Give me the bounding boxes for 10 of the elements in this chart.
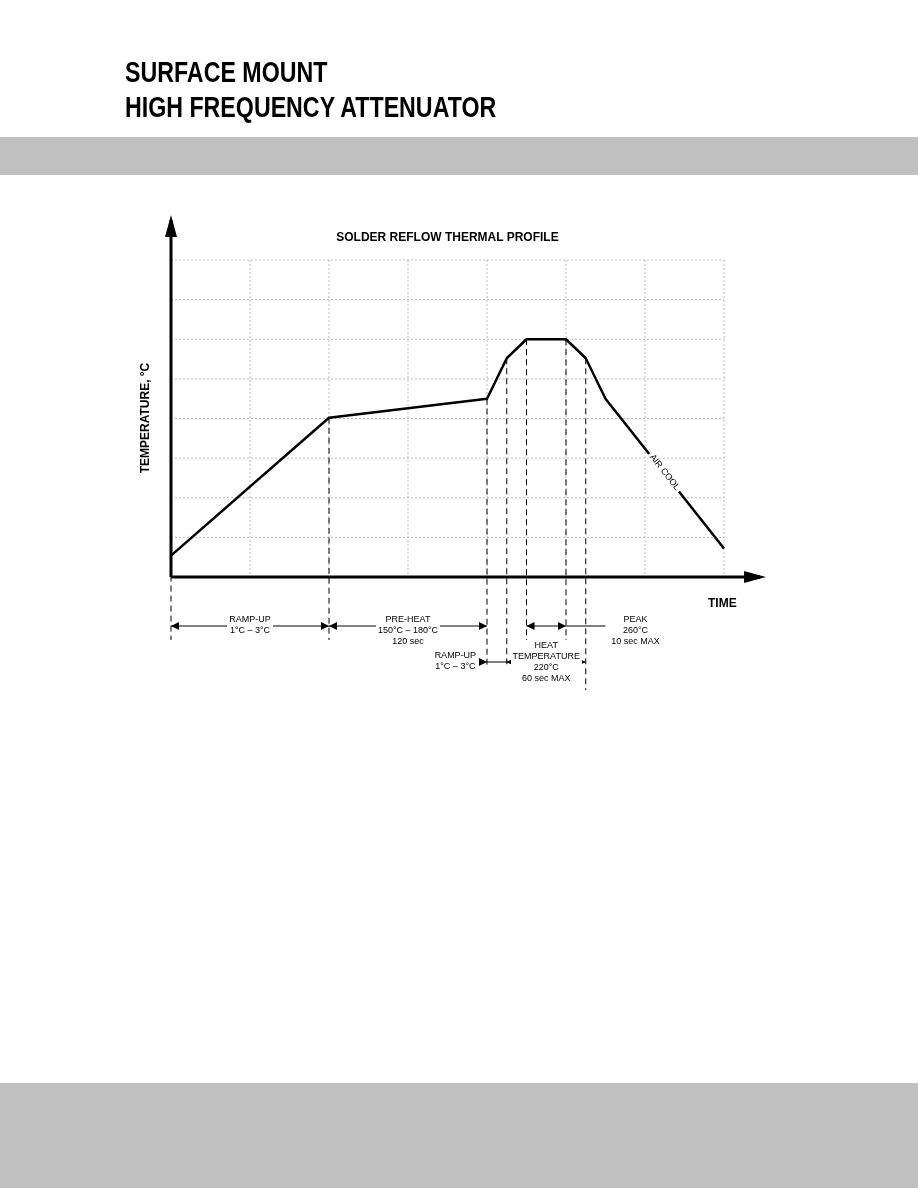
x-axis-title: TIME (708, 596, 737, 610)
chart-title: SOLDER REFLOW THERMAL PROFILE (335, 230, 560, 244)
text: HIGH FREQUENCY ATTENUATOR (125, 90, 497, 124)
text: PEAK 260°C 10 sec MAX (609, 614, 662, 647)
y-axis-title: TEMPERATURE, °C (138, 361, 152, 475)
text: SURFACE MOUNT (125, 55, 328, 89)
text: HEAT TEMPERATURE 220°C 60 sec MAX (510, 640, 582, 684)
text: RAMP-UP 1°C – 3°C (227, 614, 273, 636)
text: RAMP-UP 1°C – 3°C (432, 650, 479, 672)
text: PRE-HEAT 150°C – 180°C 120 sec (375, 614, 441, 647)
